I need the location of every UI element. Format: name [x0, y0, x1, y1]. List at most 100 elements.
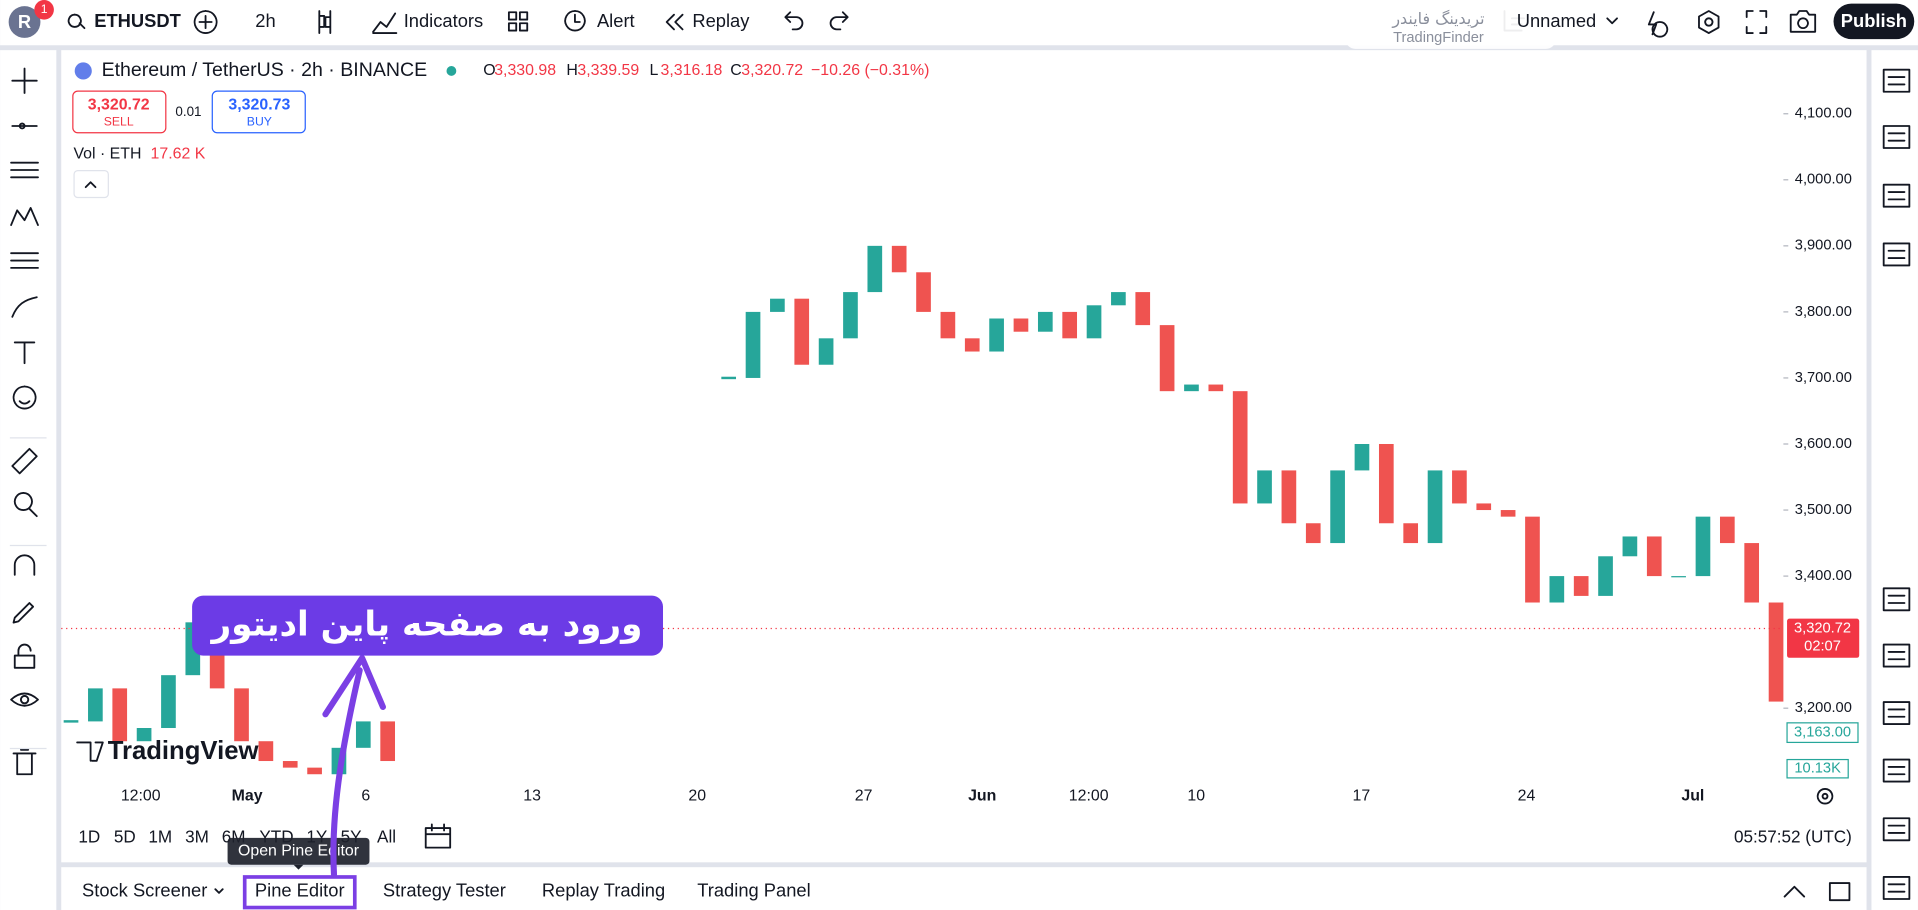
- side-panel-icon[interactable]: [1882, 758, 1911, 783]
- drawing-tool[interactable]: [11, 296, 38, 318]
- drawing-tool[interactable]: [11, 67, 38, 94]
- candle: [1476, 503, 1492, 511]
- candle: [1281, 470, 1297, 524]
- left-toolbar: [0, 50, 57, 910]
- publish-label[interactable]: Publish: [1841, 10, 1907, 31]
- avatar-letter: R: [18, 11, 31, 32]
- drawing-tool[interactable]: [10, 161, 39, 179]
- search-icon[interactable]: [67, 13, 86, 30]
- drawing-tool[interactable]: [10, 207, 39, 226]
- snapshot[interactable]: [1789, 10, 1817, 33]
- avatar[interactable]: [8, 6, 41, 38]
- indicators-icon[interactable]: [372, 12, 398, 34]
- buy-button[interactable]: [211, 90, 306, 134]
- candle: [891, 245, 907, 273]
- ma-price-tag: [1786, 722, 1859, 744]
- candle: [1695, 516, 1711, 577]
- watermark-persian: تریدینگ فایندر: [1391, 9, 1484, 29]
- drawing-tool[interactable]: [12, 602, 35, 624]
- candle: [721, 376, 737, 380]
- timeframe-button[interactable]: 1D: [78, 827, 100, 846]
- alert-icon[interactable]: [564, 10, 586, 32]
- candle: [1208, 384, 1224, 392]
- layout-caret[interactable]: [1606, 17, 1618, 25]
- candle: [112, 688, 128, 742]
- undo[interactable]: [784, 11, 804, 31]
- replay-icon[interactable]: [665, 13, 684, 31]
- buy-price[interactable]: 3,320.73: [228, 96, 290, 113]
- screener-caret[interactable]: [214, 888, 224, 894]
- timeframe-button[interactable]: 1M: [148, 827, 172, 846]
- price-tick-label: 3,800.00: [1795, 304, 1852, 320]
- bottom-tab[interactable]: Trading Panel: [697, 879, 810, 900]
- side-panel-icon[interactable]: [1882, 125, 1911, 149]
- side-panel-icon[interactable]: [1882, 701, 1911, 726]
- symbol-title: Ethereum / TetherUS · 2h · BINANCE: [102, 59, 428, 81]
- side-panel-icon[interactable]: [1882, 242, 1911, 267]
- volume-tag-box: [1786, 758, 1849, 779]
- bottom-tab[interactable]: Strategy Tester: [383, 879, 506, 900]
- alert-button[interactable]: Alert: [597, 10, 635, 31]
- sell-price[interactable]: 3,320.72: [88, 96, 150, 113]
- candle: [1427, 470, 1443, 544]
- sell-button[interactable]: [72, 90, 167, 134]
- side-panel-icon[interactable]: [1882, 817, 1911, 842]
- side-panel-icon[interactable]: [1882, 68, 1911, 93]
- time-label: 17: [1353, 787, 1371, 804]
- candle: [1305, 523, 1321, 544]
- redo[interactable]: [829, 11, 849, 31]
- bottom-tab[interactable]: Stock Screener: [82, 879, 207, 900]
- timeframe-button[interactable]: All: [377, 827, 396, 846]
- indicators-button[interactable]: Indicators: [404, 10, 483, 31]
- collapse-caret[interactable]: [84, 181, 97, 189]
- panel-maximize[interactable]: [1783, 885, 1806, 898]
- settings-icon[interactable]: [1698, 10, 1720, 34]
- fullscreen[interactable]: [1745, 10, 1768, 34]
- add-symbol[interactable]: [193, 10, 218, 34]
- side-panel-icon[interactable]: [1882, 183, 1911, 208]
- drawing-tool[interactable]: [13, 554, 36, 576]
- watermark-box: [1345, 0, 1556, 49]
- quick-search[interactable]: [1647, 11, 1669, 38]
- symbol-search[interactable]: ETHUSDT: [94, 10, 181, 31]
- annotation-box: [192, 595, 664, 656]
- bottom-tab[interactable]: Replay Trading: [542, 879, 665, 900]
- candle: [1354, 443, 1370, 471]
- drawing-tool[interactable]: [12, 748, 37, 776]
- bottom-tab[interactable]: Pine Editor: [255, 879, 345, 900]
- price-tick-label: 4,100.00: [1795, 106, 1852, 122]
- time-label: Jun: [968, 787, 996, 804]
- watermark-latin: TradingFinder: [1393, 30, 1484, 46]
- drawing-tool[interactable]: [10, 692, 39, 707]
- interval[interactable]: 2h: [255, 10, 275, 31]
- side-panel-icon[interactable]: [1882, 876, 1911, 900]
- axis-settings[interactable]: [1816, 787, 1834, 805]
- time-label: 20: [688, 787, 706, 804]
- templates-icon[interactable]: [507, 11, 529, 32]
- timeframe-button[interactable]: 5D: [114, 827, 136, 846]
- replay-button[interactable]: Replay: [692, 10, 750, 31]
- side-panel-icon[interactable]: [1882, 587, 1911, 612]
- drawing-tool[interactable]: [13, 643, 36, 669]
- badge: [34, 0, 54, 20]
- drawing-tool[interactable]: [10, 252, 39, 269]
- candle: [940, 311, 956, 339]
- chart-type[interactable]: [318, 10, 332, 34]
- publish-button[interactable]: [1833, 3, 1915, 40]
- sell-label[interactable]: SELL: [104, 115, 134, 129]
- side-panel-icon[interactable]: [1882, 643, 1911, 668]
- spread: 0.01: [175, 104, 201, 119]
- timeframe-button[interactable]: 3M: [185, 827, 209, 846]
- time-label: 13: [523, 787, 541, 804]
- buy-label[interactable]: BUY: [247, 115, 272, 129]
- drawing-tool[interactable]: [11, 447, 38, 475]
- layout-name[interactable]: Unnamed: [1517, 10, 1596, 31]
- candle: [1378, 443, 1394, 524]
- top-bar: [0, 0, 1918, 46]
- goto-date[interactable]: [424, 823, 452, 849]
- panel-window[interactable]: [1828, 882, 1851, 902]
- drawing-tool[interactable]: [11, 122, 38, 130]
- drawing-tool[interactable]: [13, 491, 38, 518]
- drawing-tool[interactable]: [12, 385, 37, 410]
- drawing-tool[interactable]: [13, 341, 36, 365]
